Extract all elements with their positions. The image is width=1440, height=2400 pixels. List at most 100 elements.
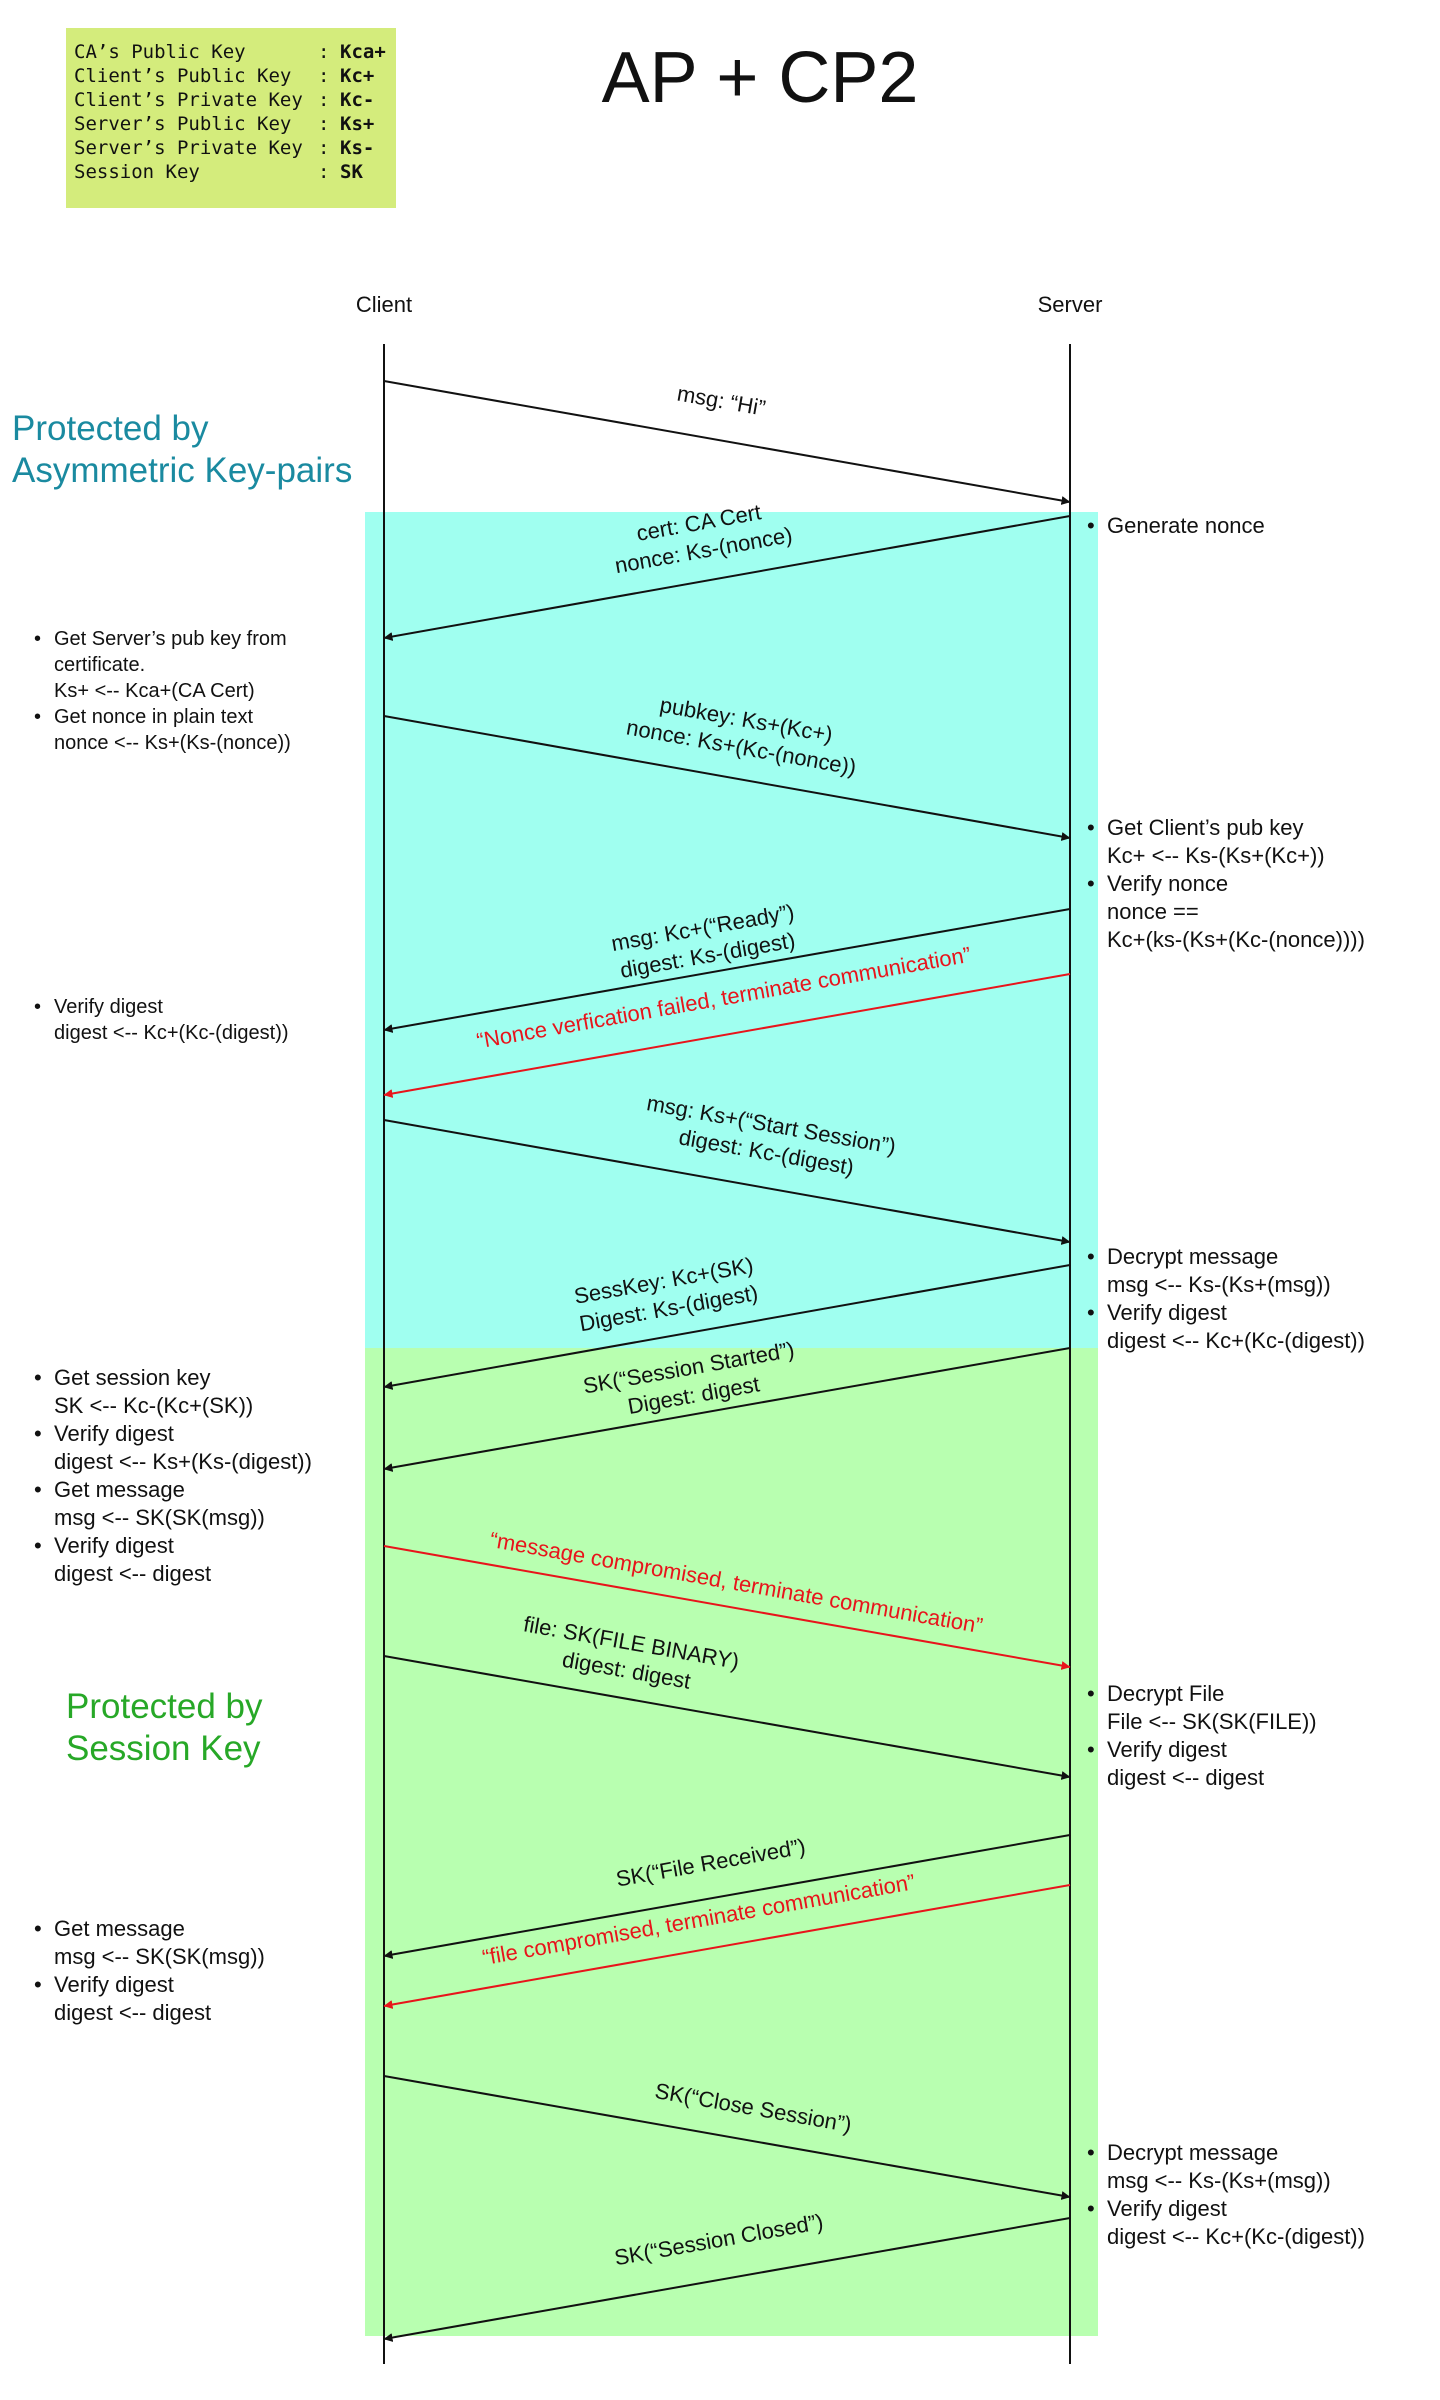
note-line: Get nonce in plain text — [54, 706, 253, 728]
legend-key-value: Kca+ — [340, 41, 386, 63]
message-arrow — [383, 1347, 1071, 1472]
bullet-icon: • — [34, 1421, 42, 1446]
client-note-file-ack: • Get message msg <-- SK(SK(msg)) • Verify d… — [34, 1916, 265, 2025]
legend-key-name: Client’s Public Key — [74, 65, 291, 87]
bullet-icon: • — [34, 1533, 42, 1558]
note-line: Kc+ <-- Ks-(Ks+(Kc+)) — [1107, 843, 1325, 868]
legend-key-value: Kc- — [340, 89, 374, 111]
note-line: Ks+ <-- Kca+(CA Cert) — [54, 680, 255, 702]
note-line: Get Server’s pub key from — [54, 628, 287, 650]
legend-key-value: Kc+ — [340, 65, 374, 87]
legend-key-name: Server’s Public Key — [74, 113, 291, 135]
message-arrow — [383, 1834, 1071, 1959]
client-note-verify-ready: • Verify digest digest <-- Kc+(Kc-(digest)… — [34, 996, 289, 1044]
server-note-file: • Decrypt File File <-- SK(SK(FILE)) • Verif… — [1087, 1681, 1317, 1790]
legend-colon: : — [318, 89, 329, 111]
note-line: msg <-- SK(SK(msg)) — [54, 1505, 265, 1530]
legend-key-name: CA’s Public Key — [74, 41, 246, 63]
message-arrow — [383, 380, 1071, 505]
note-line: Verify digest — [1107, 1300, 1227, 1325]
asym-region — [365, 512, 1098, 1348]
message-arrow — [383, 973, 1071, 1098]
bullet-icon: • — [1087, 2196, 1095, 2221]
bullet-icon: • — [1087, 513, 1095, 538]
message-arrow — [383, 1119, 1071, 1245]
bullet-icon: • — [1087, 815, 1095, 840]
message-arrow — [383, 715, 1071, 841]
server-note-client-key: • Get Client’s pub key Kc+ <-- Ks-(Ks+(Kc+… — [1087, 815, 1365, 952]
note-line: msg <-- SK(SK(msg)) — [54, 1944, 265, 1969]
session-region — [365, 1348, 1098, 2336]
bullet-icon: • — [34, 996, 41, 1018]
note-line: Verify digest — [54, 996, 163, 1018]
legend-key-value: SK — [340, 161, 363, 183]
legend-colon: : — [318, 161, 329, 183]
message-arrow — [383, 1264, 1071, 1390]
server-note-start: • Decrypt message msg <-- Ks-(Ks+(msg)) • Ve… — [1087, 1244, 1365, 1353]
bullet-icon: • — [34, 1972, 42, 1997]
note-line: digest <-- Ks+(Ks-(digest)) — [54, 1449, 312, 1474]
note-line: Decrypt File — [1107, 1681, 1224, 1706]
note-line: Verify digest — [54, 1533, 174, 1558]
legend-key-name: Server’s Private Key — [74, 137, 303, 159]
key-legend: CA’s Public Key : Kca+ Client’s Public Key… — [66, 28, 396, 208]
legend-key-value: Ks- — [340, 137, 374, 159]
bullet-icon: • — [34, 1365, 42, 1390]
bullet-icon: • — [34, 706, 41, 728]
message-arrow — [383, 908, 1071, 1033]
note-line: Decrypt message — [1107, 1244, 1278, 1269]
bullet-icon: • — [34, 628, 41, 650]
legend-colon: : — [318, 137, 329, 159]
message-arrow — [383, 2217, 1071, 2342]
page-title: AP + CP2 — [602, 38, 919, 118]
bullet-icon: • — [1087, 2140, 1095, 2165]
note-line: nonce <-- Ks+(Ks-(nonce)) — [54, 732, 291, 754]
bullet-icon: • — [1087, 1737, 1095, 1762]
legend-key-name: Session Key — [74, 161, 200, 183]
message-arrow — [383, 1884, 1071, 2009]
bullet-icon: • — [34, 1916, 42, 1941]
note-line: digest <-- Kc+(Kc-(digest)) — [1107, 2224, 1365, 2249]
message-label: msg: “Hi” — [675, 381, 767, 421]
message-arrow — [383, 515, 1071, 641]
note-line: nonce == — [1107, 899, 1199, 924]
note-line: Verify digest — [54, 1421, 174, 1446]
note-line: Verify digest — [1107, 2196, 1227, 2221]
message-label-line: msg: “Hi” — [675, 381, 767, 421]
note-line: Get message — [54, 1916, 185, 1941]
note-line: Decrypt message — [1107, 2140, 1278, 2165]
note-list: • Get Server’s pub key from certificate. Ks… — [34, 513, 1365, 2249]
note-line: msg <-- Ks-(Ks+(msg)) — [1107, 2168, 1331, 2193]
note-line: digest <-- digest — [54, 1561, 211, 1586]
legend-colon: : — [318, 113, 329, 135]
note-line: Kc+(ks-(Ks+(Kc-(nonce)))) — [1107, 927, 1365, 952]
note-line: digest <-- Kc+(Kc-(digest)) — [1107, 1328, 1365, 1353]
note-line: Get session key — [54, 1365, 211, 1390]
note-line: Generate nonce — [1107, 513, 1265, 538]
note-line: digest <-- digest — [54, 2000, 211, 2025]
client-label: Client — [356, 292, 412, 317]
message-hi: msg: “Hi” — [383, 380, 1071, 505]
bullet-icon: • — [1087, 1244, 1095, 1269]
note-line: SK <-- Kc-(Kc+(SK)) — [54, 1393, 253, 1418]
note-line: digest <-- digest — [1107, 1765, 1264, 1790]
bullet-icon: • — [1087, 1300, 1095, 1325]
note-line: Verify digest — [54, 1972, 174, 1997]
note-line: Verify digest — [1107, 1737, 1227, 1762]
legend-key-value: Ks+ — [340, 113, 374, 135]
client-note-cert-check: • Get Server’s pub key from certificate. Ks… — [34, 628, 291, 754]
legend-box — [66, 28, 396, 208]
note-line: digest <-- Kc+(Kc-(digest)) — [54, 1022, 289, 1044]
server-note-nonce: • Generate nonce — [1087, 513, 1265, 538]
note-line: certificate. — [54, 654, 145, 676]
legend-key-name: Client’s Private Key — [74, 89, 303, 111]
asym-region-label: Protected by Asymmetric Key-pairs — [12, 409, 352, 490]
note-line: File <-- SK(SK(FILE)) — [1107, 1709, 1317, 1734]
note-line: Verify nonce — [1107, 871, 1228, 896]
note-line: msg <-- Ks-(Ks+(msg)) — [1107, 1272, 1331, 1297]
note-line: Get Client’s pub key — [1107, 815, 1303, 840]
message-arrow — [383, 1655, 1071, 1780]
bullet-icon: • — [1087, 871, 1095, 896]
bullet-icon: • — [1087, 1681, 1095, 1706]
legend-colon: : — [318, 65, 329, 87]
